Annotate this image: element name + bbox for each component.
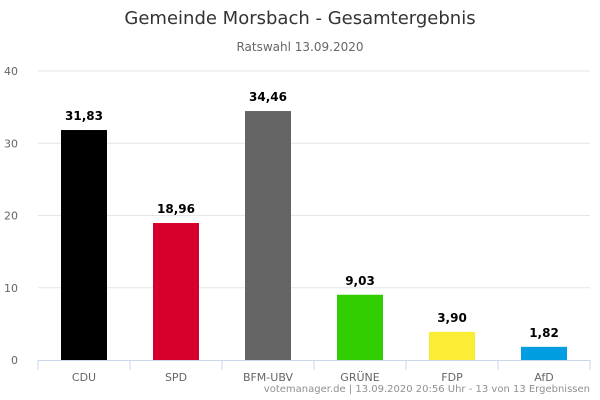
data-label: 9,03 [345, 274, 375, 288]
bar-afd [521, 346, 567, 360]
data-label: 3,90 [437, 311, 467, 325]
data-label: 34,46 [249, 90, 287, 104]
data-label: 18,96 [157, 202, 195, 216]
credits-link[interactable]: votemanager.de | 13.09.2020 20:56 Uhr - … [263, 384, 590, 395]
x-tick-label: FDP [441, 371, 463, 384]
bar-cdu [61, 130, 107, 360]
bar-bfm-ubv [245, 111, 291, 361]
y-tick-label: 10 [4, 282, 18, 295]
x-tick-label: AfD [534, 371, 553, 384]
bar-fdp [429, 331, 475, 360]
x-tick-label: BFM-UBV [243, 371, 294, 384]
bar-grüne [337, 294, 383, 360]
data-label: 1,82 [529, 326, 559, 340]
y-tick-label: 30 [4, 137, 18, 150]
data-label: 31,83 [65, 109, 103, 123]
chart-subtitle: Ratswahl 13.09.2020 [236, 40, 364, 54]
x-tick-label: SPD [165, 371, 187, 384]
chart-title: Gemeinde Morsbach - Gesamtergebnis [124, 8, 476, 29]
x-tick-label: CDU [72, 371, 96, 384]
y-tick-label: 0 [11, 354, 18, 367]
y-tick-label: 20 [4, 210, 18, 223]
bar-spd [153, 223, 199, 360]
y-tick-label: 40 [4, 65, 18, 78]
x-tick-label: GRÜNE [340, 371, 379, 384]
